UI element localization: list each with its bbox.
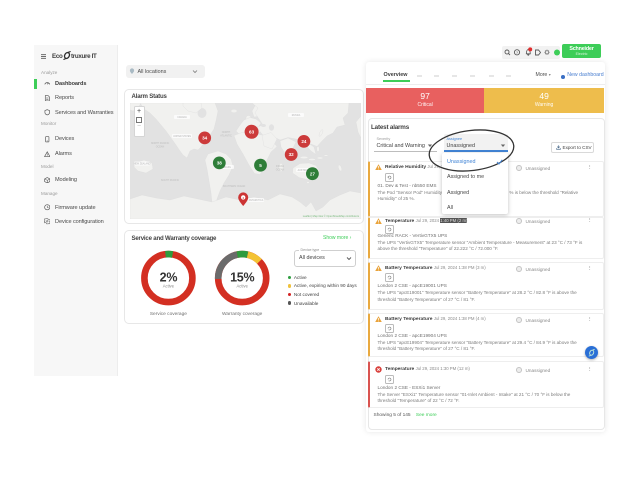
svg-text:63: 63 [249,130,255,135]
svg-text:?: ? [516,50,519,55]
svg-text:ATLANTIC: ATLANTIC [220,135,232,138]
svg-text:NORTH PACIFIC: NORTH PACIFIC [151,142,170,145]
svg-text:Active: Active [236,284,248,289]
svg-text:2%: 2% [160,271,178,285]
svg-text:24: 24 [301,139,307,144]
svg-text:15%: 15% [230,271,254,285]
svg-text:34: 34 [202,136,208,141]
svg-text:32: 32 [289,152,295,157]
svg-text:ANTARCTICA: ANTARCTICA [249,199,264,202]
svg-text:NEW ZEALAND: NEW ZEALAND [134,162,151,165]
svg-text:Active: Active [163,284,175,289]
svg-text:Leaflet | Map tiles © OpenStre: Leaflet | Map tiles © OpenStreetMap cont… [303,214,360,218]
svg-text:BRAZIL: BRAZIL [223,166,232,169]
svg-text:27: 27 [310,171,316,176]
svg-text:OCEAN: OCEAN [276,169,285,172]
svg-text:CANADA: CANADA [177,116,187,119]
svg-text:SOUTH PACIFIC: SOUTH PACIFIC [161,179,180,182]
svg-text:38: 38 [217,161,223,166]
svg-text:UNITED STATES: UNITED STATES [173,135,191,138]
svg-text:4: 4 [242,196,244,200]
svg-text:INDIAN: INDIAN [276,165,284,168]
svg-text:NORTH: NORTH [222,131,231,134]
svg-text:RUSSIA: RUSSIA [292,114,301,117]
svg-text:OCEAN: OCEAN [156,146,165,149]
svg-text:5: 5 [259,163,262,168]
svg-text:AUSTRALIA: AUSTRALIA [298,169,311,172]
svg-text:SOUTHERN OCEAN: SOUTHERN OCEAN [223,185,246,188]
